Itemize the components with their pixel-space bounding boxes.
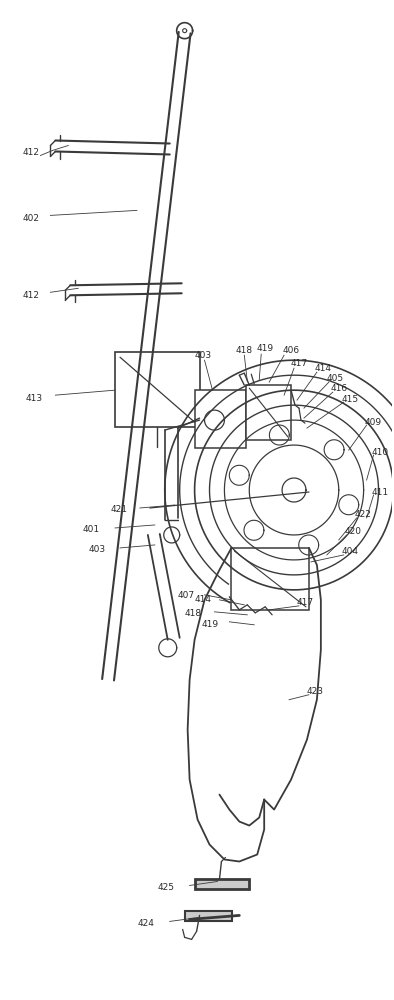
Text: 405: 405 bbox=[327, 374, 344, 383]
Text: 412: 412 bbox=[22, 148, 39, 157]
Text: 417: 417 bbox=[291, 359, 308, 368]
Text: 410: 410 bbox=[372, 448, 389, 457]
Text: 406: 406 bbox=[282, 346, 299, 355]
Text: 417: 417 bbox=[297, 598, 314, 607]
Text: 422: 422 bbox=[355, 510, 372, 519]
Text: 423: 423 bbox=[307, 687, 324, 696]
Text: 404: 404 bbox=[342, 547, 359, 556]
Text: 420: 420 bbox=[345, 527, 362, 536]
Text: 414: 414 bbox=[195, 595, 212, 604]
Text: 409: 409 bbox=[364, 418, 382, 427]
Text: 419: 419 bbox=[202, 620, 219, 629]
Text: 419: 419 bbox=[256, 344, 273, 353]
Text: 421: 421 bbox=[110, 505, 127, 514]
Bar bbox=[231, 548, 309, 610]
Text: 425: 425 bbox=[158, 883, 175, 892]
Text: 412: 412 bbox=[22, 291, 39, 300]
Bar bbox=[246, 385, 291, 440]
Text: 414: 414 bbox=[315, 364, 332, 373]
Text: 401: 401 bbox=[82, 525, 99, 534]
Bar bbox=[195, 879, 249, 889]
Text: 415: 415 bbox=[342, 395, 359, 404]
Text: 407: 407 bbox=[178, 591, 195, 600]
Text: 402: 402 bbox=[22, 214, 39, 223]
Text: 424: 424 bbox=[138, 919, 155, 928]
Bar bbox=[185, 911, 232, 921]
Bar bbox=[115, 352, 199, 427]
Bar bbox=[195, 390, 246, 448]
Text: 413: 413 bbox=[26, 394, 43, 403]
Text: 403: 403 bbox=[195, 351, 212, 360]
Text: 418: 418 bbox=[235, 346, 253, 355]
Text: 418: 418 bbox=[185, 609, 202, 618]
Text: 403: 403 bbox=[88, 545, 105, 554]
Text: 411: 411 bbox=[372, 488, 389, 497]
Text: 416: 416 bbox=[331, 384, 348, 393]
